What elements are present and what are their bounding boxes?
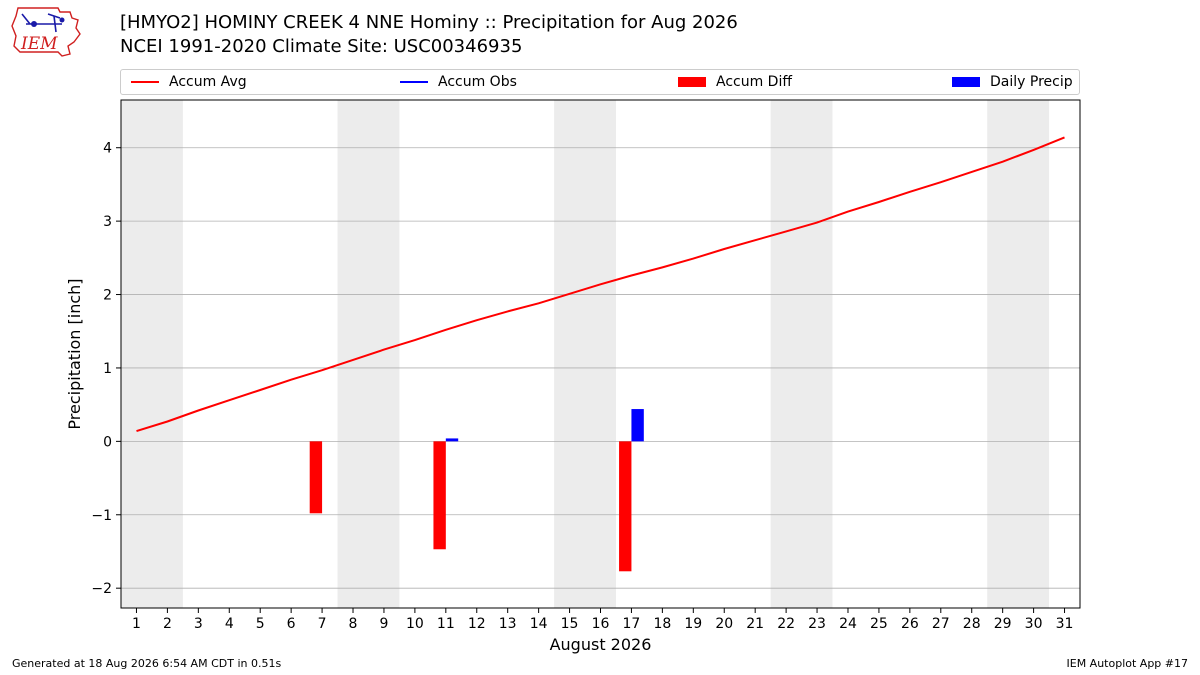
bar-daily-precip xyxy=(445,438,459,442)
x-tick-label: 30 xyxy=(1025,616,1043,632)
y-tick-label: 2 xyxy=(103,288,112,304)
x-tick-label: 3 xyxy=(194,616,203,632)
bar-accum-diff xyxy=(309,441,323,514)
line-accum-avg xyxy=(136,136,1065,433)
x-tick-label: 28 xyxy=(963,616,981,632)
y-tick-label: −1 xyxy=(91,508,112,524)
chart-legend: Accum Avg Accum Obs Accum Diff Daily Pre… xyxy=(120,69,1080,95)
x-tick-label: 21 xyxy=(746,616,764,632)
weekend-shading-3 xyxy=(554,100,616,608)
legend-item-accum-diff: Accum Diff xyxy=(678,70,792,94)
footer-generated-text: Generated at 18 Aug 2026 6:54 AM CDT in … xyxy=(12,657,282,670)
x-tick-label: 11 xyxy=(437,616,455,632)
x-tick-label: 31 xyxy=(1056,616,1074,632)
x-tick-label: 5 xyxy=(256,616,265,632)
legend-item-accum-avg: Accum Avg xyxy=(131,70,247,94)
y-tick-label: 4 xyxy=(103,141,112,157)
x-tick-label: 17 xyxy=(623,616,641,632)
x-tick-label: 29 xyxy=(994,616,1012,632)
bar-accum-diff xyxy=(433,441,446,550)
x-tick-label: 16 xyxy=(592,616,610,632)
x-tick-label: 20 xyxy=(715,616,733,632)
iem-logo: IEM xyxy=(11,7,81,57)
x-tick-label: 25 xyxy=(870,616,888,632)
x-tick-label: 23 xyxy=(808,616,826,632)
legend-swatch-accum-obs xyxy=(400,81,428,83)
x-tick-label: 6 xyxy=(287,616,296,632)
x-tick-label: 24 xyxy=(839,616,857,632)
legend-label-daily-precip: Daily Precip xyxy=(990,74,1073,90)
legend-label-accum-avg: Accum Avg xyxy=(169,74,247,90)
x-tick-label: 22 xyxy=(777,616,795,632)
x-tick-label: 26 xyxy=(901,616,919,632)
chart-title: [HMYO2] HOMINY CREEK 4 NNE Hominy :: Pre… xyxy=(120,12,738,33)
bar-accum-diff xyxy=(619,441,632,572)
weekend-shading-5 xyxy=(987,100,1050,608)
x-tick-label: 18 xyxy=(653,616,671,632)
weekend-shading-1 xyxy=(121,100,183,608)
legend-label-accum-obs: Accum Obs xyxy=(438,74,517,90)
legend-swatch-daily-precip xyxy=(952,77,980,87)
x-tick-label: 14 xyxy=(530,616,548,632)
x-tick-label: 9 xyxy=(379,616,388,632)
y-tick-label: −2 xyxy=(91,581,112,597)
y-tick-label: 3 xyxy=(103,214,112,230)
y-axis-label: Precipitation [inch] xyxy=(65,278,84,429)
x-tick-label: 27 xyxy=(932,616,950,632)
x-tick-label: 15 xyxy=(561,616,579,632)
legend-item-accum-obs: Accum Obs xyxy=(400,70,517,94)
bar-daily-precip xyxy=(631,409,644,442)
logo-text: IEM xyxy=(20,34,58,54)
x-tick-label: 10 xyxy=(406,616,424,632)
x-axis-label: August 2026 xyxy=(550,635,652,654)
y-tick-label: 0 xyxy=(103,434,112,450)
x-tick-label: 8 xyxy=(349,616,358,632)
x-tick-label: 2 xyxy=(163,616,172,632)
legend-swatch-accum-diff xyxy=(678,77,706,87)
x-tick-label: 7 xyxy=(318,616,327,632)
x-tick-label: 1 xyxy=(132,616,141,632)
x-tick-label: 4 xyxy=(225,616,234,632)
legend-swatch-accum-avg xyxy=(131,81,159,83)
legend-item-daily-precip: Daily Precip xyxy=(952,70,1073,94)
x-tick-label: 19 xyxy=(684,616,702,632)
x-tick-label: 12 xyxy=(468,616,486,632)
footer-app-label: IEM Autoplot App #17 xyxy=(1066,657,1189,670)
legend-label-accum-diff: Accum Diff xyxy=(716,74,793,90)
y-tick-label: 1 xyxy=(103,361,112,377)
weekend-shading-4 xyxy=(770,100,833,608)
chart-subtitle: NCEI 1991-2020 Climate Site: USC00346935 xyxy=(120,36,523,57)
x-tick-label: 13 xyxy=(499,616,517,632)
